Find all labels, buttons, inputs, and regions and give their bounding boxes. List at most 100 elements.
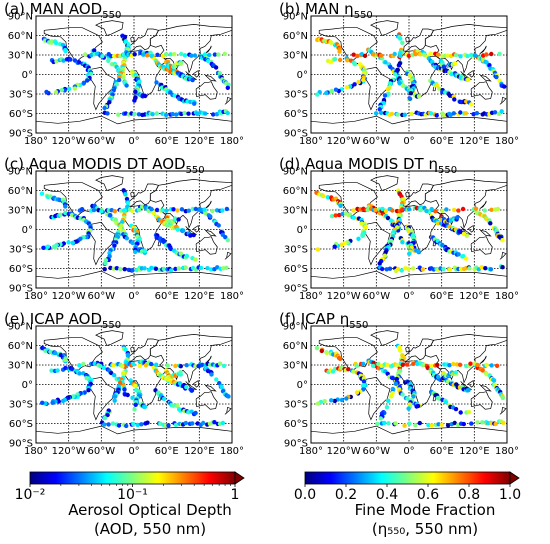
panel-title: (f) ICAP η550 xyxy=(279,310,369,331)
lon-tick-label: 60°E xyxy=(430,291,454,302)
data-point xyxy=(201,420,206,426)
data-point xyxy=(473,206,479,211)
data-point xyxy=(105,111,110,116)
data-point xyxy=(178,370,183,375)
lat-tick-label: 60°S xyxy=(9,109,33,120)
data-point xyxy=(345,58,350,63)
data-point xyxy=(332,56,338,62)
lat-tick-label: 90°S xyxy=(9,129,33,140)
data-point xyxy=(322,398,327,404)
data-point xyxy=(362,53,368,58)
data-point xyxy=(203,211,208,216)
data-point xyxy=(66,86,72,92)
data-point xyxy=(130,268,135,273)
data-point xyxy=(406,406,411,411)
lat-tick-label: 90°N xyxy=(283,322,308,333)
data-point xyxy=(82,390,87,395)
data-point xyxy=(500,265,505,270)
data-point xyxy=(344,396,349,401)
data-point xyxy=(452,61,458,66)
data-point xyxy=(131,421,136,427)
data-point xyxy=(415,361,420,367)
data-point xyxy=(435,362,440,368)
data-point xyxy=(121,372,126,377)
data-point xyxy=(429,423,434,428)
lat-tick-label: 60°N xyxy=(8,31,33,42)
data-point xyxy=(491,378,497,383)
lat-tick-label: 30°N xyxy=(8,361,33,372)
data-point xyxy=(329,398,334,403)
data-point xyxy=(135,422,140,428)
data-point xyxy=(98,363,103,369)
lon-tick-label: 60°W xyxy=(363,136,391,147)
data-point xyxy=(225,238,230,243)
data-point xyxy=(209,372,214,377)
data-point xyxy=(77,363,82,368)
data-point xyxy=(466,77,471,83)
data-point xyxy=(225,85,230,91)
data-point xyxy=(173,363,178,369)
data-point xyxy=(176,266,182,271)
data-point xyxy=(102,105,107,111)
data-point xyxy=(377,107,382,112)
colorbar-tick-label: 10⁻¹ xyxy=(117,487,148,503)
lat-tick-label: 90°N xyxy=(8,167,33,178)
data-point xyxy=(149,361,154,367)
panel-title: (a) MAN AOD550 xyxy=(4,0,122,21)
data-point xyxy=(102,267,107,272)
data-point xyxy=(133,89,138,95)
data-point xyxy=(371,52,376,57)
lat-tick-label: 90°N xyxy=(283,12,308,23)
data-point xyxy=(123,192,128,197)
data-point xyxy=(314,345,320,351)
data-point xyxy=(133,383,138,389)
data-point xyxy=(456,208,461,213)
data-point xyxy=(393,381,399,386)
fmf-colorbar-title: Fine Mode Fraction (η₅₅₀, 550 nm) xyxy=(354,501,496,538)
data-point xyxy=(68,57,73,62)
data-point xyxy=(162,239,167,244)
data-point xyxy=(370,363,376,369)
data-point xyxy=(333,87,339,92)
data-point xyxy=(190,77,195,83)
data-point xyxy=(172,216,178,221)
data-point xyxy=(461,254,466,259)
data-point xyxy=(125,392,130,398)
data-point xyxy=(70,367,75,372)
data-point xyxy=(175,227,181,232)
data-point xyxy=(417,420,422,426)
data-point xyxy=(133,249,138,255)
data-point xyxy=(337,57,343,63)
data-point xyxy=(132,111,137,117)
data-point xyxy=(222,51,227,56)
data-point xyxy=(143,363,149,368)
panel-c: (c) Aqua MODIS DT AOD550 90°N 60°N 30°N 0° 3… xyxy=(0,155,245,302)
data-point xyxy=(112,243,117,248)
data-point xyxy=(458,54,463,59)
data-point xyxy=(184,384,189,390)
aod-colorbar-gradient: 10⁻² 10⁻¹ 1 xyxy=(15,471,245,503)
data-point xyxy=(463,256,469,261)
data-point xyxy=(406,206,412,212)
lat-tick-label: 30°S xyxy=(9,400,33,411)
data-point xyxy=(150,112,155,117)
data-point xyxy=(179,51,184,57)
data-point xyxy=(400,207,405,212)
data-point xyxy=(396,63,402,68)
data-point xyxy=(103,261,108,266)
data-point xyxy=(436,422,441,427)
lat-tick-label: 60°S xyxy=(284,109,308,120)
lat-tick-label: 60°N xyxy=(8,186,33,197)
lon-tick-label: 0° xyxy=(128,446,139,457)
data-point xyxy=(55,368,60,373)
data-point xyxy=(332,398,337,404)
data-point xyxy=(378,110,384,116)
data-point xyxy=(173,422,179,428)
data-point xyxy=(193,410,198,416)
data-point xyxy=(443,400,449,405)
data-point xyxy=(483,266,488,271)
lat-tick-label: 90°S xyxy=(284,439,308,450)
data-point xyxy=(361,77,366,83)
panel-e: (e) ICAP AOD550 90°N 60°N 30°N 0° 30°S 60°S 90… xyxy=(0,310,245,457)
